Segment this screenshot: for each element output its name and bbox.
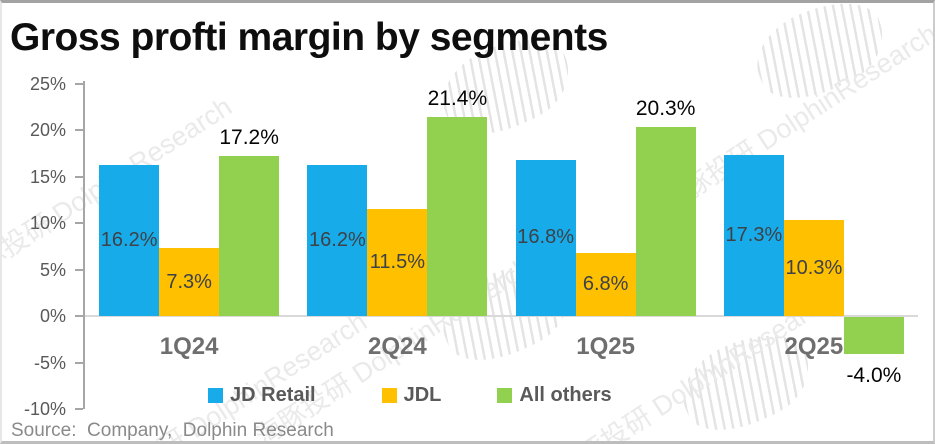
bar-label: -4.0% bbox=[846, 364, 902, 388]
category-label-2q25: 2Q25 bbox=[784, 333, 844, 360]
y-axis-tick-label: 5% bbox=[39, 259, 66, 280]
y-axis-tick-label: 0% bbox=[39, 306, 66, 326]
legend-item-jd-retail: JD Retail bbox=[208, 384, 316, 407]
bar-jdl-2q24 bbox=[367, 209, 428, 316]
category-label-2q24: 2Q24 bbox=[368, 333, 427, 360]
legend: JD Retail JDL All others bbox=[208, 384, 612, 407]
bar-label: 16.8% bbox=[517, 226, 574, 249]
legend-label: All others bbox=[519, 384, 612, 406]
bar-label: 17.2% bbox=[219, 126, 279, 150]
bar-label: 21.4% bbox=[427, 86, 488, 110]
legend-swatch-icon bbox=[381, 388, 397, 403]
legend-item-jdl: JDL bbox=[381, 384, 442, 407]
zero-baseline bbox=[85, 315, 918, 317]
y-axis-tick-label: 25% bbox=[29, 73, 66, 94]
y-axis-tick bbox=[75, 408, 83, 410]
y-axis-tick bbox=[75, 268, 83, 271]
category-label-1q25: 1Q25 bbox=[576, 333, 635, 360]
legend-label: JDL bbox=[403, 384, 442, 406]
bar-all-others-1q25 bbox=[635, 127, 696, 316]
y-axis-tick-label: -10% bbox=[23, 399, 66, 419]
bar-label: 17.3% bbox=[725, 224, 783, 247]
bar-label: 16.2% bbox=[100, 229, 158, 252]
bar-jd-retail-2q24 bbox=[307, 165, 368, 316]
bar-jd-retail-1q24 bbox=[99, 165, 160, 316]
y-axis-tick bbox=[75, 315, 83, 317]
y-axis-tick-label: 15% bbox=[29, 166, 66, 187]
y-axis-tick bbox=[75, 82, 83, 85]
bar-jd-retail-2q25 bbox=[723, 155, 784, 316]
y-axis-tick-label: -5% bbox=[33, 352, 66, 373]
bar-label: 11.5% bbox=[369, 251, 425, 274]
page-title: Gross profti margin by segments bbox=[10, 16, 608, 59]
y-axis-tick bbox=[75, 222, 83, 224]
category-label-1q24: 1Q24 bbox=[159, 333, 219, 360]
bar-all-others-1q24 bbox=[219, 156, 280, 316]
bar-label: 7.3% bbox=[166, 270, 212, 293]
bar-label: 16.2% bbox=[309, 229, 366, 252]
bar-label: 10.3% bbox=[785, 256, 843, 279]
bar-label: 20.3% bbox=[635, 97, 696, 121]
bar-all-others-2q24 bbox=[427, 116, 488, 316]
source-note: Source: Company, Dolphin Research bbox=[11, 420, 334, 441]
y-axis-tick-label: 10% bbox=[29, 213, 66, 233]
y-axis-tick bbox=[75, 361, 83, 364]
dolphin-logo-watermark bbox=[743, 3, 897, 115]
bar-all-others-2q25 bbox=[843, 317, 904, 355]
bar-label: 6.8% bbox=[582, 272, 629, 295]
legend-swatch-icon bbox=[497, 388, 513, 403]
legend-label: JD Retail bbox=[230, 384, 316, 406]
legend-item-all-others: All others bbox=[497, 384, 612, 407]
y-axis-tick bbox=[75, 129, 83, 131]
y-axis-tick-label: 20% bbox=[29, 120, 66, 140]
y-axis-tick bbox=[75, 175, 83, 178]
bar-jdl-1q25 bbox=[575, 252, 636, 316]
bar-jdl-2q25 bbox=[783, 220, 844, 316]
y-axis-line bbox=[83, 81, 85, 409]
bar-jdl-1q24 bbox=[159, 248, 220, 316]
legend-swatch-icon bbox=[208, 388, 223, 403]
